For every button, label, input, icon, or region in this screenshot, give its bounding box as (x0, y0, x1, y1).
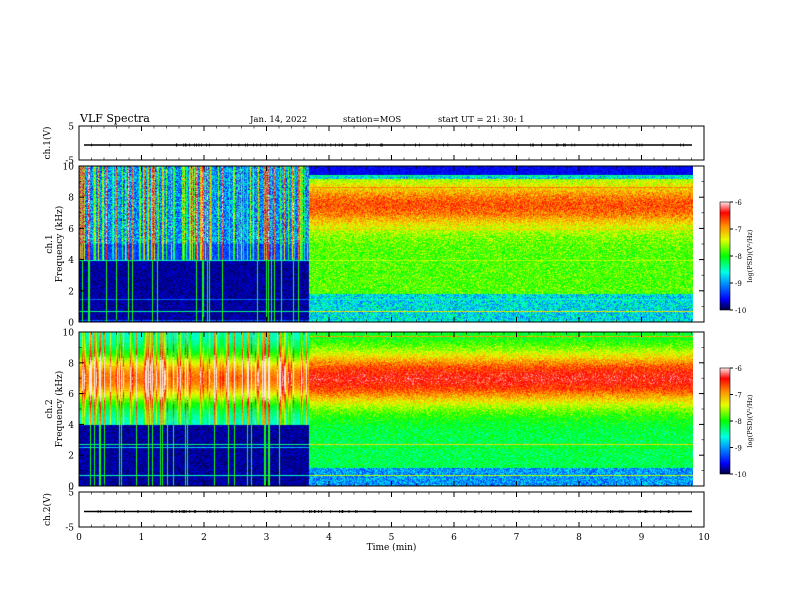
x-tick-label-9: 9 (639, 533, 645, 543)
ch1-spectrogram-colorbar (719, 201, 731, 311)
ch1-spectrogram-ylabel: Frequency (kHz) (54, 206, 65, 283)
colorbar-tick-label--7: -7 (735, 226, 742, 234)
y-tick-label-8: 8 (68, 194, 74, 204)
start-time-label: start UT = 21: 30: 1 (438, 115, 525, 125)
x-tick-label-2: 2 (201, 533, 207, 543)
ch2-spectrogram-channel-label: ch.2 (45, 399, 55, 418)
ch2-waveform-ylabel: ch.2(V) (42, 493, 53, 526)
ch2-spectrogram-image (79, 332, 693, 486)
ch1-spectrogram-colorbar-label: log(PSD)(V²/Hz) (746, 229, 754, 282)
x-tick-label-0: 0 (76, 533, 82, 543)
x-tick-label-8: 8 (576, 533, 582, 543)
x-tick-label-4: 4 (326, 533, 332, 543)
ch2-spectrogram-ylabel: Frequency (kHz) (54, 371, 65, 448)
y-tick-label-2: 2 (68, 287, 74, 297)
ch1-waveform-ylabel: ch.1(V) (42, 127, 53, 160)
x-tick-label-6: 6 (451, 533, 457, 543)
y-tick-label-6: 6 (68, 390, 74, 400)
colorbar-tick-label--6: -6 (735, 199, 742, 207)
x-tick-label-7: 7 (514, 533, 520, 543)
y-tick-label-5: 5 (68, 123, 74, 133)
colorbar-tick-label--9: -9 (735, 445, 742, 453)
ch2-waveform-frame (78, 491, 705, 528)
y-tick-label-2: 2 (68, 452, 74, 462)
figure-title: VLF Spectra (80, 112, 150, 125)
x-tick-label-10: 10 (698, 533, 710, 543)
y-tick-label-4: 4 (68, 256, 74, 266)
ch2-spectrogram-colorbar (719, 367, 731, 475)
y-tick-label-10: 10 (63, 163, 75, 173)
ch1-spectrogram-channel-label: ch.1 (45, 234, 55, 253)
colorbar-tick-label--8: -8 (735, 253, 742, 261)
y-tick-label-5: 5 (68, 489, 74, 499)
x-tick-label-5: 5 (389, 533, 395, 543)
ch2-spectrogram-colorbar-label: log(PSD)(V²/Hz) (746, 394, 754, 447)
y-tick-label--5: -5 (65, 524, 74, 534)
ch1-spectrogram-image (79, 166, 693, 322)
x-tick-label-3: 3 (264, 533, 270, 543)
y-tick-label-8: 8 (68, 359, 74, 369)
y-tick-label-0: 0 (68, 319, 74, 329)
y-tick-label--5: -5 (65, 157, 74, 167)
colorbar-tick-label--8: -8 (735, 418, 742, 426)
y-tick-label-10: 10 (63, 329, 75, 339)
ch1-waveform-frame (78, 125, 705, 161)
colorbar-tick-label--7: -7 (735, 392, 742, 400)
y-tick-label-0: 0 (68, 483, 74, 493)
station-label: station=MOS (343, 115, 402, 125)
x-axis-label: Time (min) (367, 542, 417, 553)
y-tick-label-4: 4 (68, 421, 74, 431)
y-tick-label-6: 6 (68, 225, 74, 235)
x-tick-label-1: 1 (139, 533, 145, 543)
colorbar-tick-label--10: -10 (735, 307, 746, 315)
colorbar-tick-label--9: -9 (735, 280, 742, 288)
colorbar-tick-label--10: -10 (735, 471, 746, 479)
colorbar-tick-label--6: -6 (735, 365, 742, 373)
date-label: Jan. 14, 2022 (250, 115, 308, 125)
